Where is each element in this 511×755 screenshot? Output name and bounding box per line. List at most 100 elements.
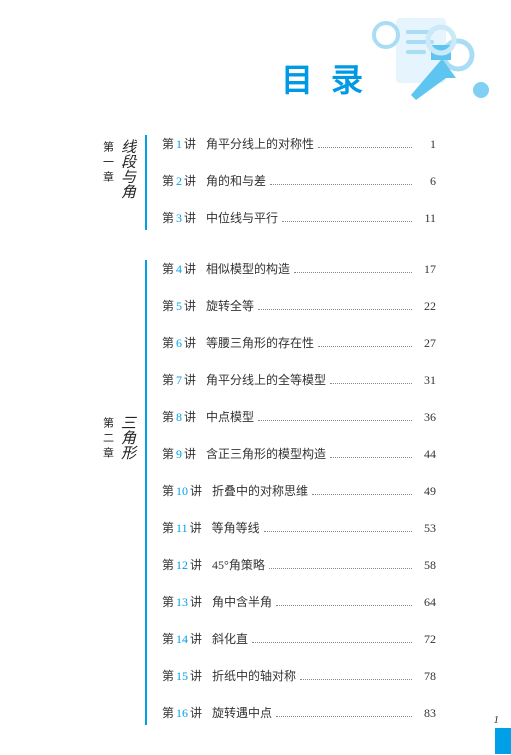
lesson-prefix: 第 — [162, 519, 174, 536]
leader-dots — [294, 272, 412, 273]
chapter-title: 三角形 — [119, 415, 136, 460]
chapter-label: 第一章线段与角 — [95, 135, 145, 230]
lesson-suffix: 讲 — [190, 667, 202, 684]
lesson-page: 83 — [418, 706, 436, 721]
lesson-page: 11 — [418, 211, 436, 226]
lesson-title: 角中含半角 — [212, 593, 272, 610]
lesson-title: 中位线与平行 — [206, 209, 278, 226]
lesson-number: 2 — [176, 174, 182, 189]
lesson-page: 49 — [418, 484, 436, 499]
lesson-suffix: 讲 — [184, 297, 196, 314]
lesson-suffix: 讲 — [184, 260, 196, 277]
leader-dots — [276, 605, 412, 606]
lesson-prefix: 第 — [162, 334, 174, 351]
lesson-page: 72 — [418, 632, 436, 647]
lesson-title: 含正三角形的模型构造 — [206, 445, 326, 462]
lesson-title: 角的和与差 — [206, 172, 266, 189]
footer-page-number: 1 — [494, 714, 500, 726]
toc-content: 第一章线段与角第 1 讲角平分线上的对称性1第 2 讲角的和与差6第 3 讲中位… — [95, 135, 436, 755]
chapter: 第二章三角形第 4 讲相似模型的构造17第 5 讲旋转全等22第 6 讲等腰三角… — [95, 260, 436, 725]
lesson-prefix: 第 — [162, 297, 174, 314]
lesson-suffix: 讲 — [184, 371, 196, 388]
lesson-prefix: 第 — [162, 667, 174, 684]
lesson-number: 12 — [176, 558, 188, 573]
lesson-number: 15 — [176, 669, 188, 684]
lesson-suffix: 讲 — [184, 334, 196, 351]
lesson-title: 旋转全等 — [206, 297, 254, 314]
leader-dots — [330, 457, 412, 458]
lesson-number: 7 — [176, 373, 182, 388]
lesson-number: 6 — [176, 336, 182, 351]
page-title: 目录 — [281, 55, 381, 101]
lesson-suffix: 讲 — [190, 482, 202, 499]
lesson-page: 58 — [418, 558, 436, 573]
lesson-prefix: 第 — [162, 482, 174, 499]
lesson-number: 3 — [176, 211, 182, 226]
lesson-row: 第 8 讲中点模型36 — [162, 408, 436, 425]
lesson-number: 4 — [176, 262, 182, 277]
lesson-title: 角平分线上的对称性 — [206, 135, 314, 152]
lesson-page: 44 — [418, 447, 436, 462]
lesson-prefix: 第 — [162, 209, 174, 226]
lesson-prefix: 第 — [162, 172, 174, 189]
lesson-title: 中点模型 — [206, 408, 254, 425]
leader-dots — [252, 642, 412, 643]
lesson-row: 第 14 讲斜化直72 — [162, 630, 436, 647]
leader-dots — [258, 309, 412, 310]
lesson-prefix: 第 — [162, 260, 174, 277]
lesson-title: 等腰三角形的存在性 — [206, 334, 314, 351]
lesson-row: 第 7 讲角平分线上的全等模型31 — [162, 371, 436, 388]
chapter: 第一章线段与角第 1 讲角平分线上的对称性1第 2 讲角的和与差6第 3 讲中位… — [95, 135, 436, 230]
lesson-number: 8 — [176, 410, 182, 425]
lesson-suffix: 讲 — [184, 135, 196, 152]
leader-dots — [300, 679, 412, 680]
lesson-suffix: 讲 — [184, 209, 196, 226]
lesson-page: 22 — [418, 299, 436, 314]
lesson-row: 第 4 讲相似模型的构造17 — [162, 260, 436, 277]
lesson-prefix: 第 — [162, 556, 174, 573]
lesson-number: 9 — [176, 447, 182, 462]
lesson-page: 17 — [418, 262, 436, 277]
lesson-page: 27 — [418, 336, 436, 351]
lesson-number: 11 — [176, 521, 188, 536]
lesson-title: 折纸中的轴对称 — [212, 667, 296, 684]
lesson-prefix: 第 — [162, 704, 174, 721]
lesson-row: 第 10 讲折叠中的对称思维49 — [162, 482, 436, 499]
lesson-suffix: 讲 — [190, 704, 202, 721]
lesson-row: 第 1 讲角平分线上的对称性1 — [162, 135, 436, 152]
leader-dots — [269, 568, 412, 569]
leader-dots — [270, 184, 412, 185]
lesson-prefix: 第 — [162, 630, 174, 647]
lesson-row: 第 13 讲角中含半角64 — [162, 593, 436, 610]
lesson-row: 第 2 讲角的和与差6 — [162, 172, 436, 189]
chapter-title: 线段与角 — [119, 139, 136, 199]
leader-dots — [318, 346, 412, 347]
lesson-page: 64 — [418, 595, 436, 610]
lesson-suffix: 讲 — [190, 519, 202, 536]
lesson-number: 5 — [176, 299, 182, 314]
lesson-suffix: 讲 — [190, 556, 202, 573]
lesson-row: 第 6 讲等腰三角形的存在性 27 — [162, 334, 436, 351]
lesson-prefix: 第 — [162, 593, 174, 610]
lesson-row: 第 9 讲含正三角形的模型构造44 — [162, 445, 436, 462]
lesson-page: 78 — [418, 669, 436, 684]
lesson-page: 6 — [418, 174, 436, 189]
lessons-list: 第 1 讲角平分线上的对称性1第 2 讲角的和与差6第 3 讲中位线与平行11 — [145, 135, 436, 230]
leader-dots — [258, 420, 412, 421]
lesson-page: 53 — [418, 521, 436, 536]
lesson-suffix: 讲 — [190, 593, 202, 610]
lesson-number: 1 — [176, 137, 182, 152]
leader-dots — [282, 221, 412, 222]
lesson-row: 第 5 讲旋转全等 22 — [162, 297, 436, 314]
lesson-title: 折叠中的对称思维 — [212, 482, 308, 499]
leader-dots — [318, 147, 412, 148]
lesson-row: 第 12 讲45°角策略58 — [162, 556, 436, 573]
lesson-suffix: 讲 — [190, 630, 202, 647]
lesson-row: 第 16 讲旋转遇中点83 — [162, 704, 436, 721]
lesson-suffix: 讲 — [184, 408, 196, 425]
lesson-page: 36 — [418, 410, 436, 425]
chapter-label: 第二章三角形 — [95, 260, 145, 725]
leader-dots — [312, 494, 412, 495]
lesson-number: 14 — [176, 632, 188, 647]
lesson-row: 第 3 讲中位线与平行 11 — [162, 209, 436, 226]
